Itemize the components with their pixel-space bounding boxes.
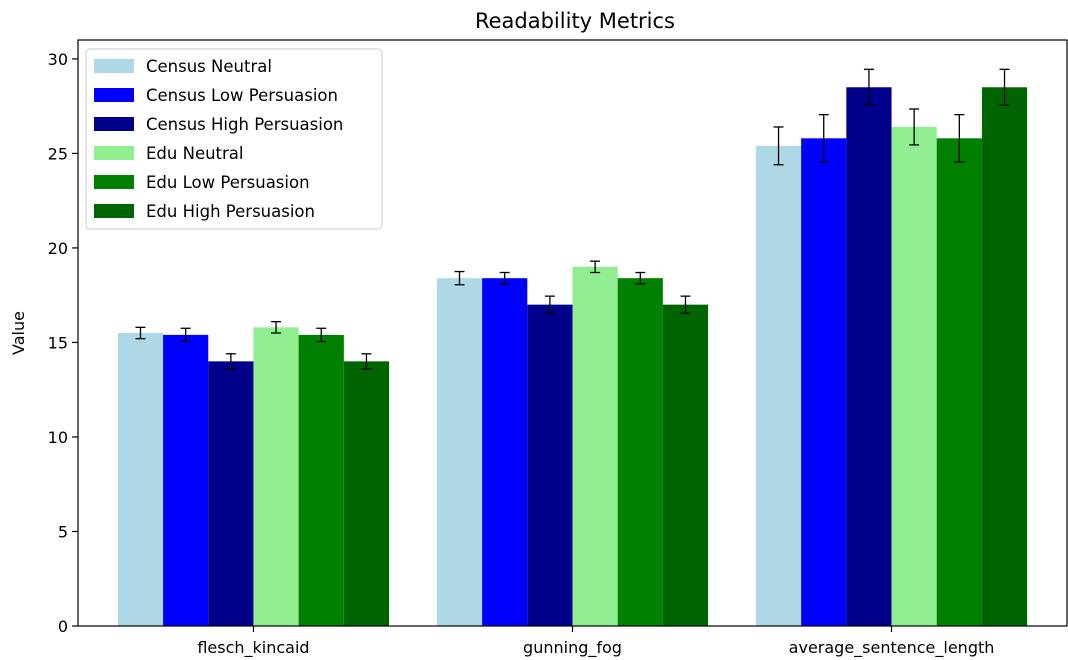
bar [208,361,254,626]
bar [981,87,1028,627]
legend-swatch [94,88,134,102]
y-tick-label: 5 [58,522,68,541]
legend-label: Census Neutral [146,57,272,76]
bar [527,304,573,626]
y-tick-label: 10 [48,428,68,447]
bar [662,304,709,626]
legend-swatch [94,117,134,131]
bar [755,145,802,626]
legend-label: Census High Persuasion [146,115,343,134]
bar [436,278,483,626]
bar [846,87,892,627]
error-bars-layer [135,68,1010,370]
legend: Census Neutral Census Low Persuasion Censu… [85,48,383,230]
legend-swatch [94,175,134,189]
y-axis-label: Value [9,311,28,355]
legend-swatch [94,59,134,73]
y-tick-label: 20 [48,239,68,258]
bar [801,138,847,627]
legend-label: Edu High Persuasion [146,202,315,221]
bar [253,327,299,626]
legend-swatch [94,146,134,160]
bar [163,334,209,626]
x-tick-label: gunning_fog [523,638,622,658]
bar [572,266,618,626]
y-tick-label: 15 [48,333,68,352]
chart-title: Readability Metrics [475,9,675,33]
legend-swatch [94,204,134,218]
x-tick-label: average_sentence_length [789,638,995,658]
bar [117,333,164,626]
bars-layer [117,87,1028,627]
axes-layer: 0 5 10 15 20 25 30 flesch_kincaid gunning_fog ave… [48,39,1068,658]
bar [298,334,344,626]
legend-box [85,48,383,230]
legend-label: Edu Low Persuasion [146,173,310,192]
bar [343,361,390,626]
x-tick-label: flesch_kincaid [197,638,309,658]
y-tick-label: 25 [48,144,68,163]
bar [936,138,982,627]
bar [891,126,937,627]
bar [617,278,663,626]
bar [482,278,528,626]
y-tick-label: 30 [48,50,68,69]
legend-label: Edu Neutral [146,144,244,163]
legend-label: Census Low Persuasion [146,86,338,105]
y-tick-label: 0 [58,617,68,636]
